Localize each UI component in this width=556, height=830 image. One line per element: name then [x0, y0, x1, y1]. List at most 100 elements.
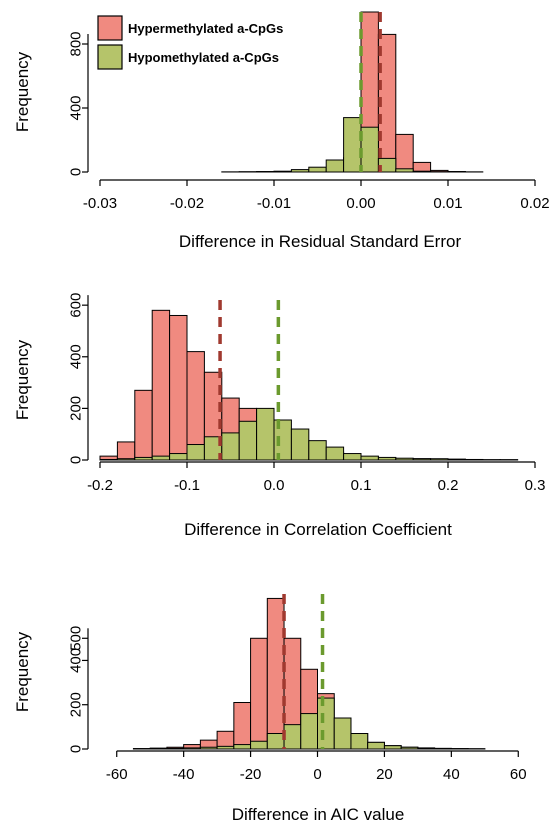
hypo-bar [256, 407, 275, 461]
hypo-bar [343, 117, 362, 173]
y-tick-label: 0 [68, 745, 85, 753]
y-tick-label: 400 [68, 95, 85, 120]
hypo-bar [283, 724, 302, 750]
x-tick-label: -40 [173, 766, 195, 783]
hyper-bar [266, 597, 285, 750]
legend-label-hyper: Hypermethylated a-CpGs [128, 21, 283, 36]
x-tick-label: 40 [443, 766, 460, 783]
hypo-bar [290, 169, 310, 173]
hypo-bar [343, 453, 362, 461]
x-tick-label: -60 [106, 766, 128, 783]
hypo-bar [377, 456, 397, 461]
hypo-bar [300, 713, 318, 750]
y-axis-title: Frequency [13, 339, 32, 420]
mean-lines [282, 594, 325, 749]
hyper-bar [412, 161, 432, 173]
hyper-bar [395, 133, 414, 173]
y-tick-label: 0 [68, 456, 85, 464]
hypo-bar [166, 747, 185, 750]
y-tick-label: 0 [68, 168, 85, 176]
x-tick-label: 0.02 [520, 195, 549, 212]
x-axis-title: Difference in AIC value [232, 805, 405, 824]
y-tick-label: 800 [68, 31, 85, 56]
hypo-bar [417, 747, 436, 750]
hypo-bar [430, 458, 449, 461]
x-axis-title: Difference in Residual Standard Error [179, 232, 462, 251]
axes: 0 400 800 -0.03 -0.02 -0.01 0.00 0.01 0.02 [68, 31, 550, 212]
hypo-bar [367, 741, 385, 750]
hypo-bar [116, 458, 136, 461]
y-tick-label: 500 [68, 626, 85, 651]
hypo-bar [360, 126, 379, 173]
hyper-bar [186, 351, 205, 461]
hypo-bar [447, 458, 466, 461]
legend-label-hypo: Hypomethylated a-CpGs [128, 50, 279, 65]
hypo-bar [186, 444, 205, 461]
hypo-bars [132, 697, 486, 750]
hypo-bars [221, 117, 466, 173]
hypo-bar [233, 744, 252, 750]
hyper-bar [250, 637, 268, 750]
hypo-bar [395, 457, 414, 461]
panel-rse: 0 400 800 -0.03 -0.02 -0.01 0.00 0.01 0.02 Diffe… [13, 11, 550, 251]
x-tick-label: -20 [240, 766, 262, 783]
hyper-bar [151, 309, 171, 461]
x-tick-label: -0.01 [257, 195, 291, 212]
hypo-bar [308, 166, 327, 173]
panel-correlation: 0 200 400 600 -0.2 -0.1 0.0 0.1 0.2 0.3 Differenc… [13, 293, 545, 539]
hypo-bar [325, 159, 345, 173]
hyper-bar [233, 702, 252, 750]
x-tick-label: 0.1 [351, 477, 372, 494]
hypo-bar [317, 697, 335, 750]
hypo-bar [183, 747, 201, 750]
x-axis-title: Difference in Correlation Coefficient [184, 520, 452, 539]
x-tick-label: 0.01 [433, 195, 462, 212]
hypo-bar [266, 733, 285, 750]
hypo-bar [134, 456, 153, 461]
legend-swatch-hypo [97, 44, 123, 70]
hypo-bar [350, 733, 369, 750]
x-tick-label: 60 [510, 766, 527, 783]
hypo-bar [325, 446, 345, 461]
hypo-bar [99, 458, 118, 461]
hyper-bar [116, 441, 136, 461]
x-tick-label: -0.02 [170, 195, 204, 212]
y-tick-label: 400 [68, 344, 85, 369]
hypo-bars [99, 407, 519, 461]
hypo-bar [308, 440, 327, 461]
hyper-bar [134, 389, 153, 461]
legend-swatch-hyper [97, 15, 123, 41]
mean-lines [359, 12, 382, 172]
y-tick-label: 600 [68, 293, 85, 318]
hypo-bar [273, 170, 292, 173]
x-tick-label: 0.0 [264, 477, 285, 494]
hypo-bar [412, 170, 432, 173]
y-tick-label: 200 [68, 692, 85, 717]
hypo-bar [360, 455, 379, 461]
hyper-bar [169, 314, 188, 461]
hypo-bar [199, 746, 218, 750]
x-tick-label: 0.3 [525, 477, 546, 494]
legend: Hypermethylated a-CpGs Hypomethylated a-… [97, 15, 283, 70]
hypo-bar [216, 745, 235, 750]
hypo-bar [412, 458, 432, 461]
x-tick-label: 0 [313, 766, 321, 783]
hypo-bar [169, 453, 188, 461]
hypo-bar [151, 455, 171, 461]
y-axis-title: Frequency [13, 51, 32, 132]
x-tick-label: -0.2 [87, 477, 113, 494]
hypo-bar [250, 740, 268, 750]
y-tick-label: 200 [68, 396, 85, 421]
mean-lines [218, 300, 281, 460]
hypo-bar [400, 746, 419, 750]
x-tick-label: 20 [376, 766, 393, 783]
hypo-bar [238, 420, 258, 461]
x-tick-label: 0.2 [438, 477, 459, 494]
hypo-bar [395, 168, 414, 173]
hypo-bar [290, 428, 310, 461]
x-tick-label: -0.03 [83, 195, 117, 212]
hypo-bar [221, 432, 240, 461]
